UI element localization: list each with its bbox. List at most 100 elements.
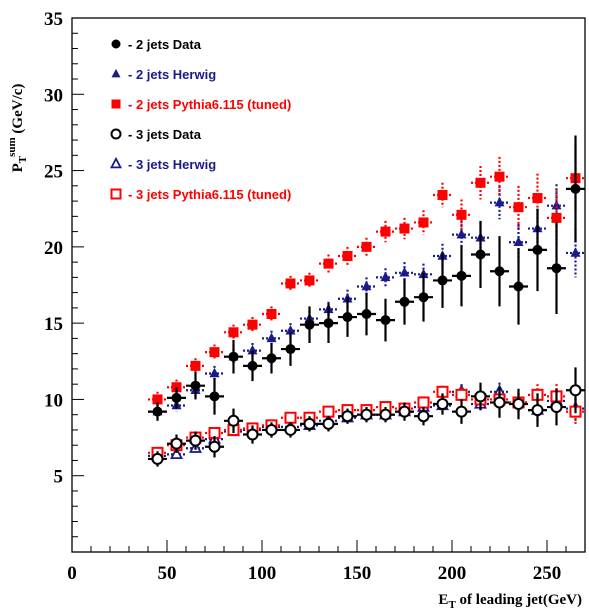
data-point [170,437,183,450]
data-point [531,404,544,417]
legend-label: - 3 jets Herwig [128,157,216,172]
data-point [456,209,467,220]
data-point [266,308,277,319]
data-point [361,280,372,291]
data-point [437,275,448,286]
data-point [550,401,563,414]
data-point [266,353,277,364]
data-point [455,405,468,418]
data-point [228,327,239,338]
x-axis-title: ET of leading jet(GeV) [438,592,582,611]
data-point [532,193,543,204]
legend: - 2 jets Data - 2 jets Herwig - 2 jets Pyt… [110,37,291,202]
y-tick-label: 30 [44,85,63,106]
data-point [285,325,296,335]
data-point [380,226,391,237]
plot-area [148,135,585,467]
data-point [341,410,354,423]
data-point [323,258,334,269]
data-point [189,434,202,447]
x-tick-label: 0 [67,563,77,584]
data-point [418,292,429,303]
data-point [398,405,411,418]
data-point [247,360,258,371]
axes: 0 50 100 150 200 250 5 10 15 20 25 30 35 [44,9,586,584]
data-point [551,263,562,274]
y-tick-label: 25 [44,162,63,183]
data-point [399,267,410,277]
data-point [304,275,315,286]
data-point [513,236,524,247]
data-point [323,318,334,329]
data-point [455,388,468,401]
legend-marker [111,68,121,78]
legend-marker [111,99,121,109]
data-point [342,251,353,262]
data-point [437,189,448,200]
legend-label: - 2 jets Herwig [128,67,216,82]
legend-label: - 3 jets Data [128,127,202,142]
data-point [570,183,581,194]
legend-marker [110,188,122,200]
data-point [190,360,201,371]
y-tick-label: 20 [44,238,63,259]
legend-marker [110,128,122,140]
data-point [151,452,164,465]
data-point [493,396,506,409]
series-3 [148,367,585,467]
data-point [456,270,467,281]
data-point [513,202,524,213]
data-point [228,351,239,362]
data-point [246,428,259,441]
data-point [285,278,296,289]
data-point [152,406,163,417]
data-point [494,196,505,207]
data-point [474,390,487,403]
data-point [379,408,392,421]
data-point [190,380,201,391]
data-point [417,396,430,409]
data-point [227,414,240,427]
data-point [266,332,277,343]
data-point [285,344,296,355]
data-point [513,281,524,292]
y-tick-label: 35 [44,9,63,30]
data-point [417,410,430,423]
data-point [284,423,297,436]
data-point [532,244,543,255]
legend-label: - 3 jets Pythia6.115 (tuned) [128,187,291,202]
legend-label: - 2 jets Pythia6.115 (tuned) [128,97,291,112]
data-point [456,228,467,239]
legend-label: - 2 jets Data [128,37,202,52]
data-point [551,199,562,210]
series-0 [148,135,585,421]
legend-marker [111,39,121,49]
data-point [361,308,372,319]
data-point [247,319,258,330]
data-point [322,417,335,430]
data-point [551,212,562,223]
data-point [322,405,335,418]
data-point [209,367,220,378]
data-point [303,417,316,430]
data-point [304,319,315,330]
axis-titles: ET of leading jet(GeV) PTsum (GeV/c) [6,84,582,611]
data-point [494,266,505,277]
legend-marker [110,156,122,169]
data-point [512,398,525,411]
data-point [380,271,391,282]
x-tick-label: 150 [343,563,372,584]
x-tick-label: 50 [158,563,177,584]
data-point [152,394,163,405]
y-tick-label: 5 [54,467,64,488]
data-point [284,411,297,424]
y-tick-label: 10 [44,390,63,411]
data-point [475,177,486,188]
x-tick-label: 250 [533,563,562,584]
y-tick-label: 15 [44,314,63,335]
data-point [265,423,278,436]
data-point [399,296,410,307]
data-point [208,440,221,453]
data-point [209,391,220,402]
y-axis-title: PTsum (GeV/c) [6,84,29,173]
